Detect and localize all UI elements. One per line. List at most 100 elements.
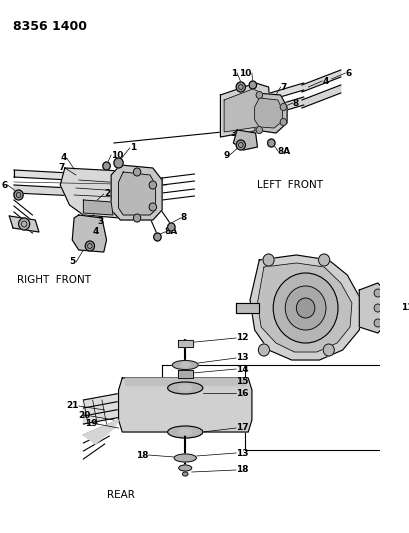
Text: 13: 13 — [236, 353, 248, 362]
Text: 1: 1 — [230, 69, 236, 77]
Text: 14: 14 — [236, 365, 248, 374]
Ellipse shape — [167, 426, 202, 438]
Polygon shape — [249, 93, 286, 133]
Circle shape — [267, 139, 274, 147]
Text: 4: 4 — [321, 77, 328, 85]
Polygon shape — [254, 98, 282, 128]
Circle shape — [279, 103, 286, 110]
Polygon shape — [14, 185, 162, 200]
Circle shape — [103, 162, 110, 170]
Circle shape — [318, 254, 329, 266]
Polygon shape — [229, 83, 303, 112]
Circle shape — [85, 241, 94, 251]
Polygon shape — [111, 165, 162, 220]
Polygon shape — [125, 378, 245, 385]
Circle shape — [279, 118, 286, 125]
Polygon shape — [118, 378, 251, 432]
Polygon shape — [9, 216, 39, 232]
Text: 19: 19 — [84, 419, 97, 429]
Circle shape — [167, 223, 175, 231]
Polygon shape — [178, 340, 192, 347]
Text: 18: 18 — [236, 465, 248, 474]
Polygon shape — [60, 168, 148, 218]
Polygon shape — [236, 303, 258, 313]
Text: 11: 11 — [400, 303, 409, 312]
Text: 13: 13 — [236, 448, 248, 457]
Text: 8: 8 — [180, 214, 187, 222]
Text: 2: 2 — [241, 117, 247, 125]
Text: 8A: 8A — [164, 228, 178, 237]
Circle shape — [18, 218, 29, 230]
Text: 1: 1 — [129, 143, 136, 152]
Text: 4: 4 — [92, 228, 99, 237]
Polygon shape — [72, 215, 106, 252]
Circle shape — [258, 344, 269, 356]
Ellipse shape — [182, 472, 188, 476]
Text: 10: 10 — [239, 69, 251, 77]
Polygon shape — [257, 263, 351, 352]
Polygon shape — [83, 200, 113, 215]
Polygon shape — [224, 89, 264, 132]
Text: 10: 10 — [111, 150, 123, 159]
Text: 8: 8 — [292, 99, 298, 108]
Ellipse shape — [178, 465, 191, 471]
Circle shape — [236, 82, 245, 92]
Polygon shape — [83, 388, 148, 424]
Ellipse shape — [180, 362, 189, 367]
Circle shape — [249, 81, 256, 89]
Text: REAR: REAR — [106, 490, 134, 500]
Text: 21: 21 — [66, 401, 79, 410]
Text: 7: 7 — [58, 164, 65, 173]
Text: 6: 6 — [344, 69, 351, 77]
Polygon shape — [249, 255, 360, 360]
Circle shape — [296, 298, 314, 318]
Text: 18: 18 — [135, 450, 148, 459]
Circle shape — [256, 126, 262, 133]
Circle shape — [285, 286, 325, 330]
Polygon shape — [14, 170, 162, 185]
Circle shape — [262, 254, 274, 266]
Text: 3: 3 — [97, 217, 103, 227]
Text: 4: 4 — [60, 154, 67, 163]
Circle shape — [149, 203, 156, 211]
Ellipse shape — [174, 454, 196, 462]
Circle shape — [272, 273, 337, 343]
Circle shape — [236, 140, 245, 150]
Text: 7: 7 — [280, 83, 286, 92]
Circle shape — [373, 319, 381, 327]
Polygon shape — [233, 130, 257, 150]
Polygon shape — [220, 83, 271, 137]
Text: 8356 1400: 8356 1400 — [13, 20, 87, 33]
Text: 17: 17 — [236, 424, 248, 432]
Circle shape — [14, 190, 23, 200]
Ellipse shape — [178, 429, 191, 435]
Text: 20: 20 — [78, 411, 90, 421]
Text: 16: 16 — [236, 389, 248, 398]
Ellipse shape — [167, 382, 202, 394]
Text: 15: 15 — [236, 376, 248, 385]
Text: 8A: 8A — [277, 147, 290, 156]
Polygon shape — [229, 97, 303, 127]
Circle shape — [149, 181, 156, 189]
Circle shape — [133, 214, 140, 222]
Polygon shape — [358, 283, 386, 333]
Ellipse shape — [178, 385, 191, 391]
Polygon shape — [301, 85, 340, 108]
Text: 12: 12 — [236, 334, 248, 343]
Circle shape — [256, 92, 262, 99]
Text: 9: 9 — [223, 150, 229, 159]
Circle shape — [153, 233, 161, 241]
Text: LEFT  FRONT: LEFT FRONT — [257, 180, 323, 190]
Polygon shape — [118, 172, 155, 215]
Circle shape — [133, 168, 140, 176]
Circle shape — [373, 304, 381, 312]
Polygon shape — [178, 370, 192, 378]
Circle shape — [322, 344, 333, 356]
Circle shape — [373, 289, 381, 297]
Ellipse shape — [172, 360, 198, 369]
Text: 2: 2 — [103, 190, 110, 198]
Text: RIGHT  FRONT: RIGHT FRONT — [17, 275, 90, 285]
Text: 3: 3 — [230, 128, 236, 138]
Circle shape — [114, 158, 123, 168]
Polygon shape — [301, 70, 340, 92]
